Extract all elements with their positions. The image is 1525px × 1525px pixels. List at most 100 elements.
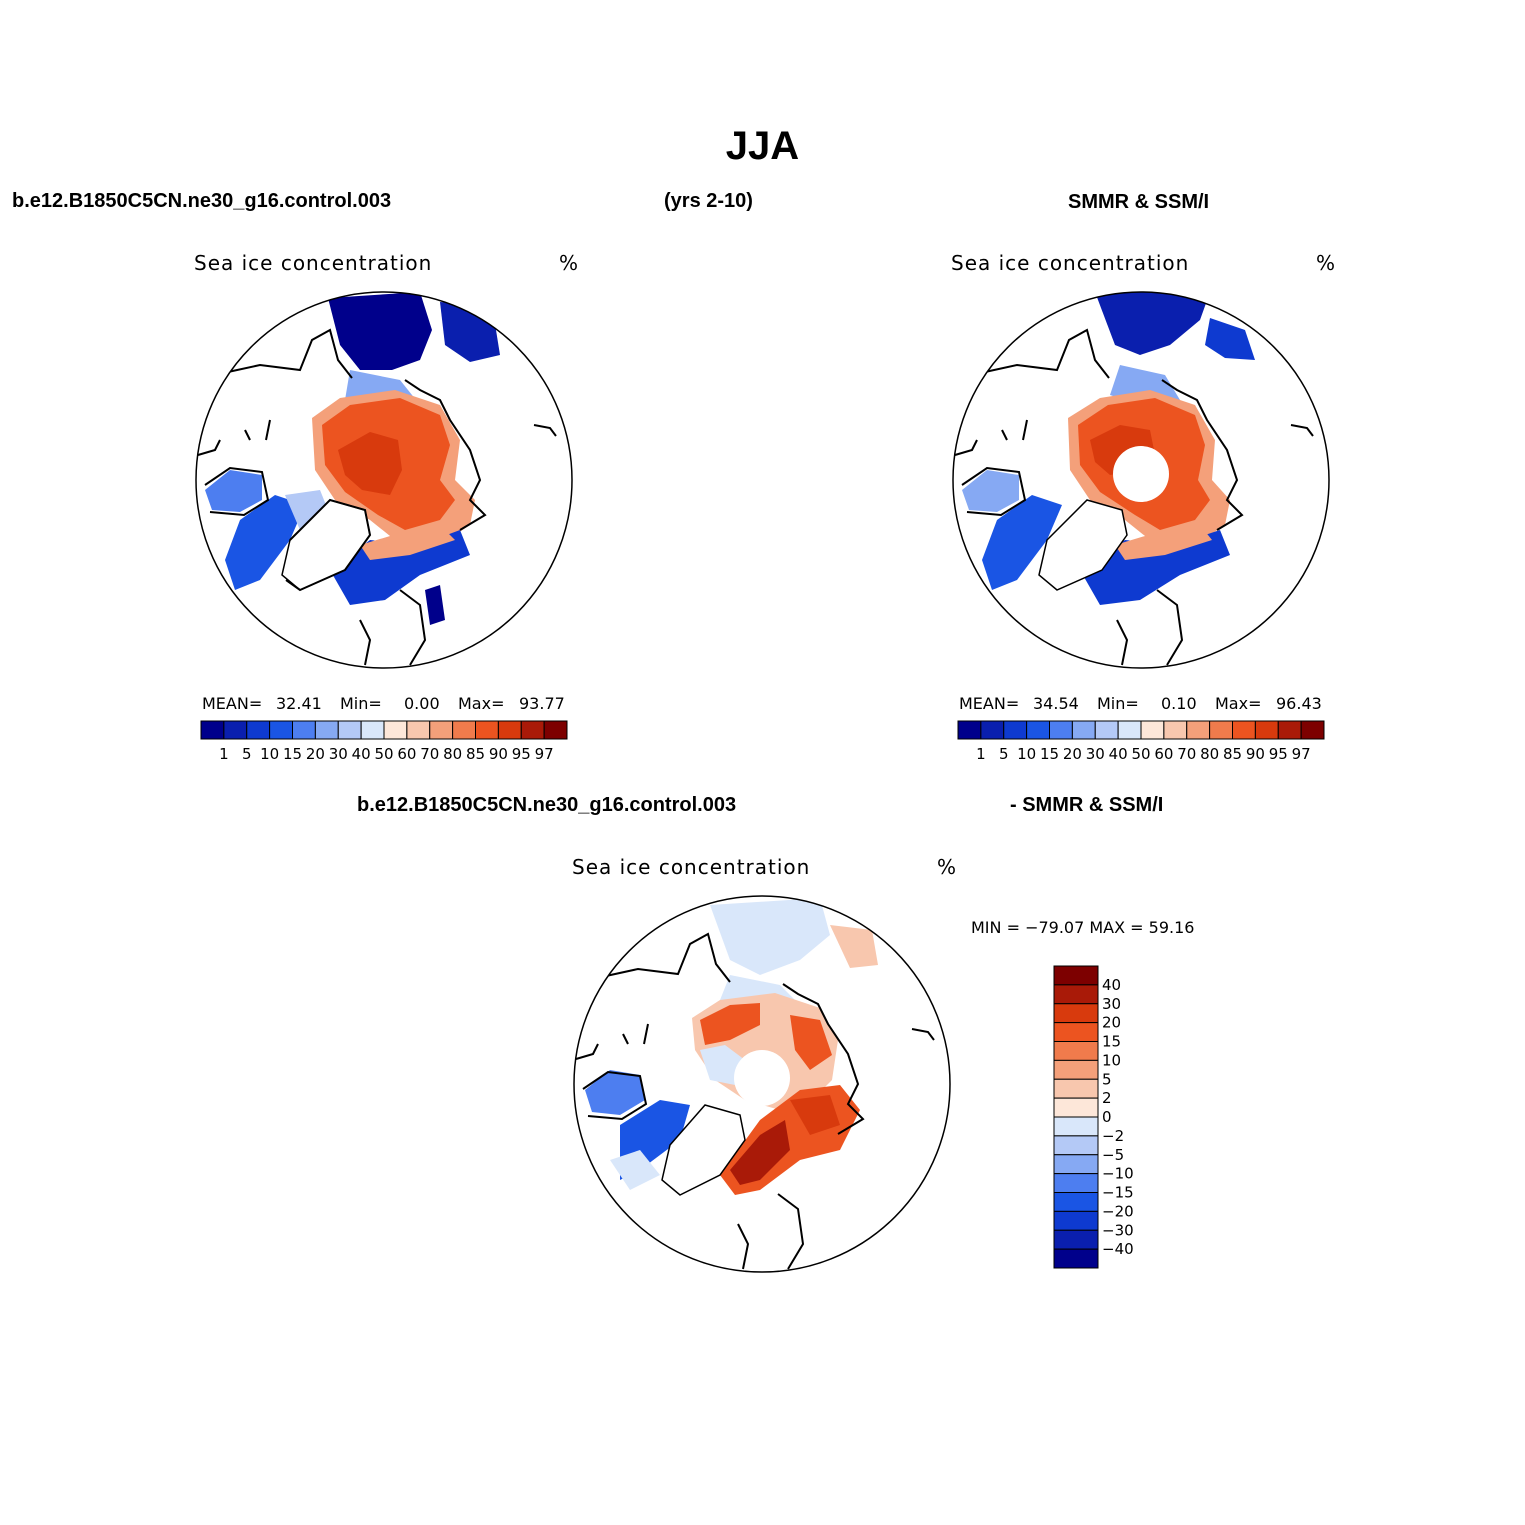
model-colorbar-label: 95 [512, 745, 531, 763]
diff-colorbar-label: −15 [1102, 1184, 1134, 1202]
model-colorbar-box [543, 720, 568, 740]
model-colorbar-box [520, 720, 545, 740]
diff-colorbar-box [1053, 1135, 1099, 1156]
model-map [197, 292, 557, 666]
obs-max-label: Max= [1215, 694, 1262, 713]
diff-colorbar-box [1053, 1041, 1099, 1061]
model-max-label: Max= [458, 694, 505, 713]
model-colorbar-box [200, 720, 225, 740]
model-coastlines [197, 328, 557, 666]
obs-colorbar-box [1163, 720, 1188, 740]
obs-colorbar-label: 85 [1223, 745, 1242, 763]
model-colorbar-label: 5 [242, 745, 252, 763]
model-colorbar-box [292, 720, 316, 740]
obs-colorbar-box [1209, 720, 1233, 740]
diff-colorbar-box [1053, 1154, 1099, 1175]
obs-colorbar-box [980, 720, 1005, 740]
model-map-frame [195, 291, 573, 669]
model-colorbar-label: 50 [374, 745, 393, 763]
model-min-label: Min= [340, 694, 382, 713]
obs-colorbar-box [1071, 720, 1096, 740]
obs-colorbar-label: 90 [1246, 745, 1265, 763]
diff-colorbar-label: −30 [1102, 1221, 1134, 1239]
obs-pole-hole [1113, 446, 1169, 502]
model-colorbar-box [497, 720, 522, 740]
obs-colorbar-label: 1 [976, 745, 986, 763]
model-colorbar-label: 85 [466, 745, 485, 763]
diff-colorbar-label: 40 [1102, 976, 1121, 994]
obs-colorbar-label: 5 [999, 745, 1009, 763]
obs-colorbar-label: 15 [1040, 745, 1059, 763]
diff-panel-title: Sea ice concentration [572, 855, 811, 879]
diff-colorbar-box [1053, 984, 1099, 1005]
obs-colorbar-box [1094, 720, 1119, 740]
model-colorbar-box [475, 720, 499, 740]
obs-min-label: Min= [1097, 694, 1139, 713]
obs-min-value: 0.10 [1161, 694, 1197, 713]
obs-colorbar-box [1003, 720, 1028, 740]
obs-panel-title: Sea ice concentration [951, 251, 1190, 275]
diff-colorbar-label: 5 [1102, 1070, 1112, 1088]
model-colorbar-box [269, 720, 293, 740]
obs-max-value: 96.43 [1276, 694, 1322, 713]
diff-pacific-light [710, 898, 830, 975]
diff-colorbar-label: −2 [1102, 1127, 1124, 1145]
diff-greenland [661, 1104, 746, 1196]
diff-pole-hole [734, 1050, 790, 1106]
obs-colorbar-box [1186, 720, 1211, 740]
diff-colorbar-box [1053, 1059, 1099, 1080]
model-colorbar-box [337, 720, 362, 740]
diff-colorbar-box [1053, 1192, 1099, 1212]
diff-colorbar-box [1053, 1022, 1099, 1042]
diff-kara-core [790, 1095, 840, 1135]
obs-mean-value: 34.54 [1033, 694, 1079, 713]
diff-okhotsk-warm [830, 925, 878, 968]
diff-panel-units: % [937, 855, 958, 879]
model-mean-value: 32.41 [276, 694, 322, 713]
diff-map-frame [573, 895, 951, 1273]
obs-colorbar-box [1232, 720, 1256, 740]
model-colorbar-label: 30 [329, 745, 348, 763]
obs-greenland [1038, 499, 1128, 591]
obs-mean-label: MEAN= [959, 694, 1020, 713]
diff-colorbar-box [1053, 1210, 1099, 1231]
diff-colorbar-label: −10 [1102, 1165, 1134, 1183]
obs-coastlines [954, 328, 1314, 666]
model-min-value: 0.00 [404, 694, 440, 713]
model-okhotsk-ice [440, 302, 500, 362]
obs-header: SMMR & SSM/I [1068, 191, 1210, 213]
diff-colorbar-box [1053, 1116, 1099, 1137]
diff-labrador-light [610, 1150, 660, 1190]
model-colorbar-box [429, 720, 454, 740]
diff-east-hot [790, 1015, 832, 1070]
obs-map [954, 292, 1314, 666]
obs-colorbar-label: 95 [1269, 745, 1288, 763]
obs-hudson-ice [962, 470, 1019, 512]
obs-colorbar-label: 97 [1292, 745, 1311, 763]
model-colorbar-box [406, 720, 431, 740]
diff-coastlines [575, 932, 935, 1270]
model-colorbar-label: 90 [489, 745, 508, 763]
obs-colorbar-box [1277, 720, 1302, 740]
diff-colorbar-box [1053, 1003, 1099, 1024]
diff-case-header: b.e12.B1850C5CN.ne30_g16.control.003 [357, 794, 737, 816]
diff-colorbar-label: −40 [1102, 1240, 1134, 1258]
diff-colorbar-box [1053, 1229, 1099, 1250]
obs-colorbar-box [1140, 720, 1165, 740]
model-colorbar: 1 5 10 15 20 30 40 50 60 70 80 85 90 95 97 [200, 720, 568, 763]
model-colorbar-label: 60 [397, 745, 416, 763]
obs-colorbar-box [1117, 720, 1142, 740]
model-panel-units: % [559, 251, 580, 275]
obs-okhotsk-ice [1205, 318, 1255, 360]
obs-baffin-ice [982, 495, 1062, 590]
diff-barents-core [730, 1120, 790, 1185]
diff-colorbar-box [1053, 965, 1099, 986]
diff-colorbar-box [1053, 1097, 1099, 1118]
obs-colorbar-box [1254, 720, 1279, 740]
diff-minmax: MIN = −79.07 MAX = 59.16 [971, 918, 1195, 937]
obs-colorbar-label: 80 [1200, 745, 1219, 763]
obs-colorbar-label: 40 [1109, 745, 1128, 763]
obs-barents-mid [1115, 525, 1212, 560]
diff-obs-header: - SMMR & SSM/I [1010, 794, 1164, 816]
